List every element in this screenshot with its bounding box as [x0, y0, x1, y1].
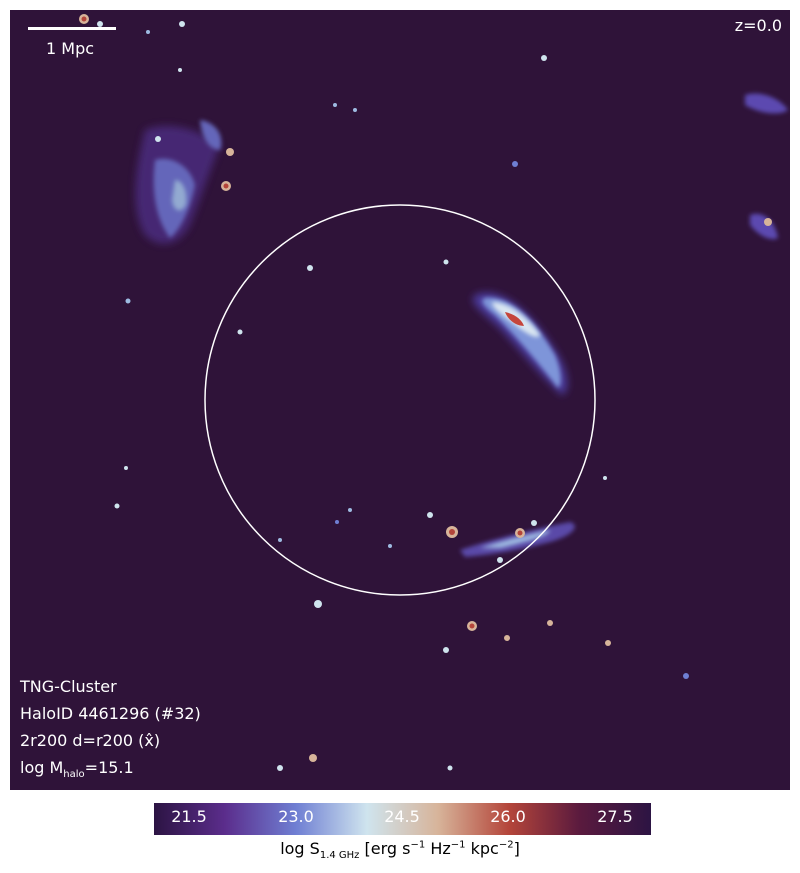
redshift-label: z=0.0 [734, 16, 782, 35]
cb-label-exp-a: −1 [410, 839, 426, 851]
halo-mass: log Mhalo=15.1 [20, 759, 134, 784]
mass-subscript: halo [63, 769, 85, 781]
mass-value: =15.1 [84, 758, 134, 777]
colorbar [154, 803, 651, 835]
cb-label-prefix: log S [280, 839, 320, 858]
compact-sources [79, 14, 689, 771]
cb-label-unit-c: kpc [465, 839, 499, 858]
projection-suffix: ) [153, 731, 161, 750]
map-background [10, 10, 790, 790]
projection-info: 2r200 d=r200 (x̂) [20, 732, 160, 750]
projection-prefix: 2r200 d=r200 ( [20, 731, 145, 750]
simulation-name: TNG-Cluster [20, 677, 117, 696]
colorbar-tick-2: 24.5 [384, 807, 420, 826]
r200-circle [204, 204, 596, 596]
scale-bar-label: 1 Mpc [46, 39, 95, 58]
mass-prefix: log M [20, 758, 64, 777]
cb-label-sub: 1.4 GHz [319, 850, 360, 862]
cb-label-unit-a: [erg s [359, 839, 411, 858]
cb-label-unit-b: Hz [425, 839, 451, 858]
colorbar-tick-3: 26.0 [490, 807, 526, 826]
radio-relic [472, 292, 568, 395]
lower-emission-arc [446, 520, 575, 557]
right-edge-sources [745, 93, 788, 240]
colorbar-tick-0: 21.5 [171, 807, 207, 826]
colorbar-tick-1: 23.0 [278, 807, 314, 826]
cb-label-end: ] [513, 839, 520, 858]
colorbar-label: log S1.4 GHz [erg s−1 Hz−1 kpc−2] [0, 839, 800, 861]
halo-id: HaloID 4461296 (#32) [20, 704, 201, 723]
projection-axis: x̂ [144, 731, 154, 750]
cb-label-exp-c: −2 [498, 839, 514, 851]
radio-emission-map [10, 10, 790, 790]
cb-label-exp-b: −1 [450, 839, 466, 851]
scale-bar [28, 27, 116, 30]
colorbar-tick-4: 27.5 [597, 807, 633, 826]
upper-left-filament [135, 120, 222, 244]
